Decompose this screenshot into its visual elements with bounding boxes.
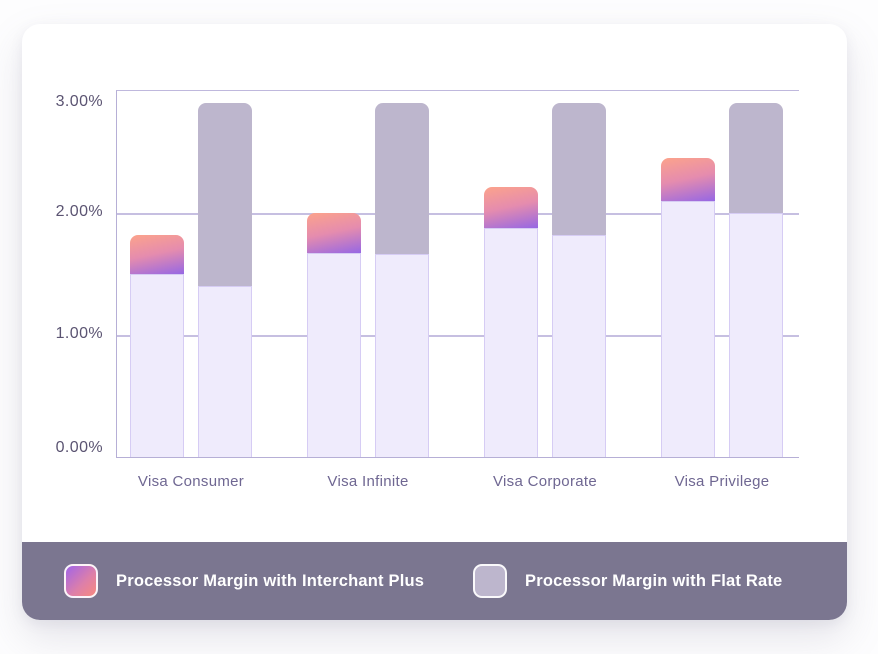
legend-label-interchant-plus: Processor Margin with Interchant Plus [116, 571, 425, 590]
bar-processor-margin-with-flat-rate-visa-infinite [375, 103, 429, 457]
interchant-plus-swatch-icon [64, 564, 98, 598]
bar-processor-margin-with-interchant-plus-visa-privilege [661, 158, 715, 457]
legend-label-flat-rate: Processor Margin with Flat Rate [525, 571, 783, 590]
legend-item-flat-rate: Processor Margin with Flat Rate [473, 542, 782, 620]
bar-base-segment [729, 213, 783, 457]
y-tick-label-3.00%: 3.00% [55, 93, 103, 110]
bar-margin-segment [198, 103, 252, 287]
legend-bar: Processor Margin with Interchant Plus Pr… [22, 542, 847, 620]
x-category-label-visa-privilege: Visa Privilege [674, 473, 770, 490]
x-category-label-visa-corporate: Visa Corporate [493, 473, 597, 490]
bar-base-segment [484, 227, 538, 457]
bar-margin-segment [552, 103, 606, 235]
bar-margin-segment [307, 213, 361, 254]
y-tick-label-0.00%: 0.00% [55, 439, 103, 456]
bar-processor-margin-with-interchant-plus-visa-consumer [130, 234, 184, 457]
bar-base-segment [552, 234, 606, 457]
bar-margin-segment [661, 158, 715, 201]
bar-processor-margin-with-flat-rate-visa-privilege [729, 103, 783, 457]
x-category-label-visa-consumer: Visa Consumer [137, 473, 245, 490]
bar-processor-margin-with-interchant-plus-visa-infinite [307, 213, 361, 457]
flat-rate-swatch-icon [473, 564, 507, 598]
bar-margin-segment [130, 234, 184, 274]
gridline-2.00% [117, 213, 799, 215]
bar-processor-margin-with-interchant-plus-visa-corporate [484, 187, 538, 457]
chart-card: 3.00% 2.00% 1.00% 0.00% Visa Consumer Visa In… [22, 24, 847, 620]
bar-margin-segment [375, 103, 429, 255]
bar-margin-segment [484, 187, 538, 228]
y-tick-label-1.00%: 1.00% [55, 325, 103, 342]
legend-item-interchant-plus: Processor Margin with Interchant Plus [64, 542, 424, 620]
bar-base-segment [198, 286, 252, 457]
x-category-label-visa-infinite: Visa Infinite [327, 473, 409, 490]
bar-base-segment [130, 274, 184, 457]
bar-base-segment [375, 254, 429, 457]
bar-processor-margin-with-flat-rate-visa-corporate [552, 103, 606, 457]
bar-base-segment [661, 200, 715, 457]
y-tick-label-2.00%: 2.00% [55, 203, 103, 220]
bar-margin-segment [729, 103, 783, 213]
plot-area: 3.00% 2.00% 1.00% 0.00% Visa Consumer Visa In… [56, 90, 799, 490]
bar-processor-margin-with-flat-rate-visa-consumer [198, 103, 252, 457]
gridline-1.00% [117, 335, 799, 337]
bar-base-segment [307, 253, 361, 457]
